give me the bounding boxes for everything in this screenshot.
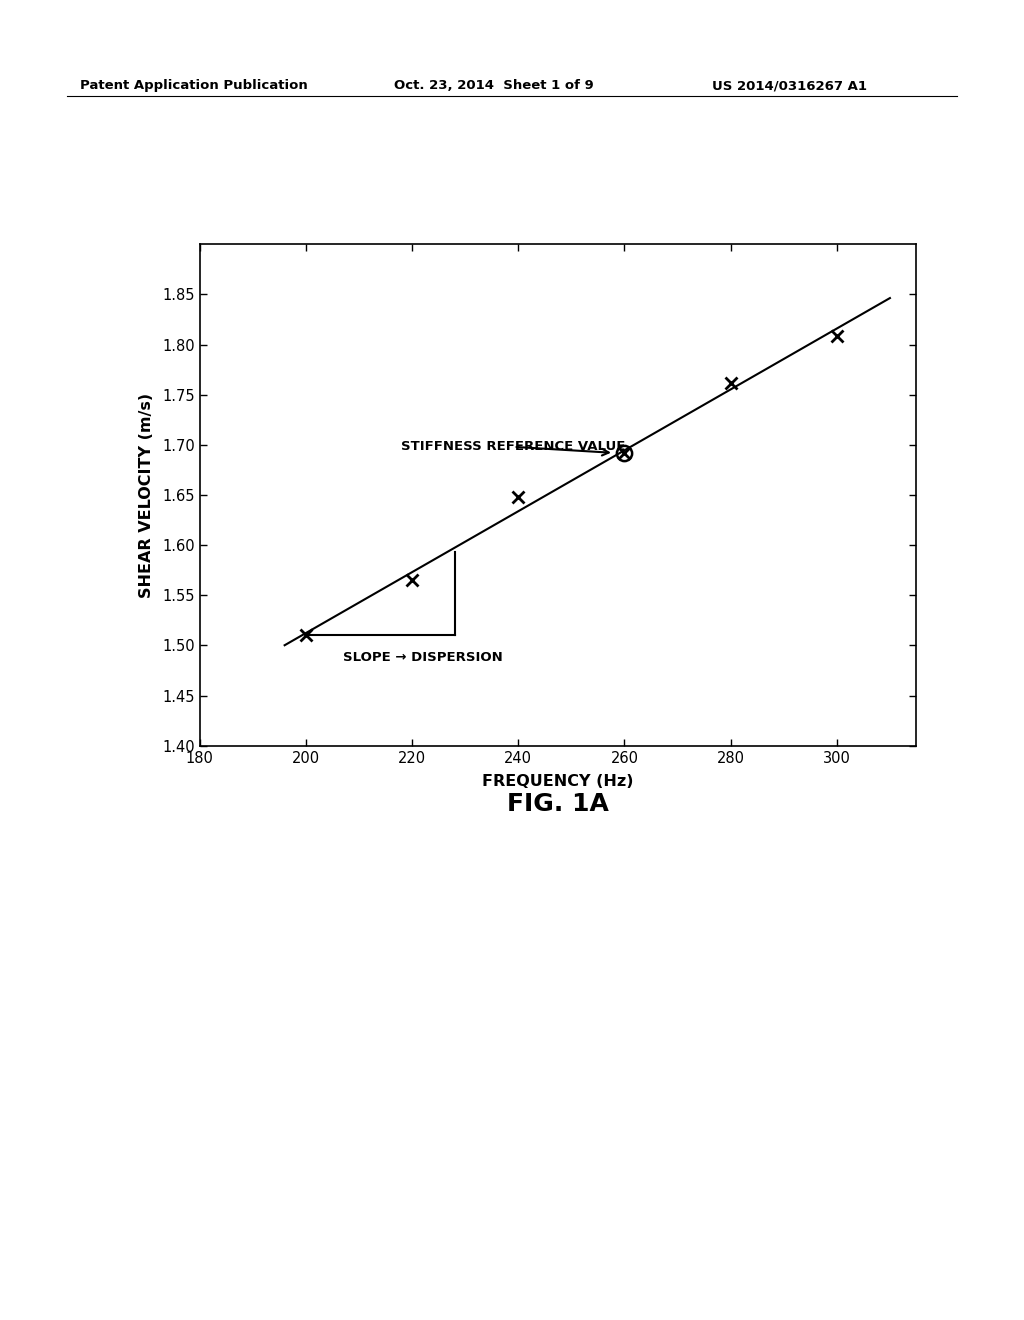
Y-axis label: SHEAR VELOCITY (m/s): SHEAR VELOCITY (m/s) [138,392,154,598]
Text: SLOPE → DISPERSION: SLOPE → DISPERSION [343,651,503,664]
Text: Patent Application Publication: Patent Application Publication [80,79,307,92]
X-axis label: FREQUENCY (Hz): FREQUENCY (Hz) [482,774,634,789]
Text: US 2014/0316267 A1: US 2014/0316267 A1 [712,79,866,92]
Text: FIG. 1A: FIG. 1A [507,792,609,816]
Text: Oct. 23, 2014  Sheet 1 of 9: Oct. 23, 2014 Sheet 1 of 9 [394,79,594,92]
Text: STIFFNESS REFERENCE VALUE: STIFFNESS REFERENCE VALUE [401,441,626,455]
